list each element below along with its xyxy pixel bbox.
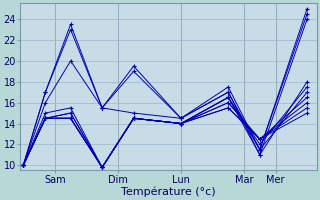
X-axis label: Température (°c): Température (°c) [121,186,216,197]
